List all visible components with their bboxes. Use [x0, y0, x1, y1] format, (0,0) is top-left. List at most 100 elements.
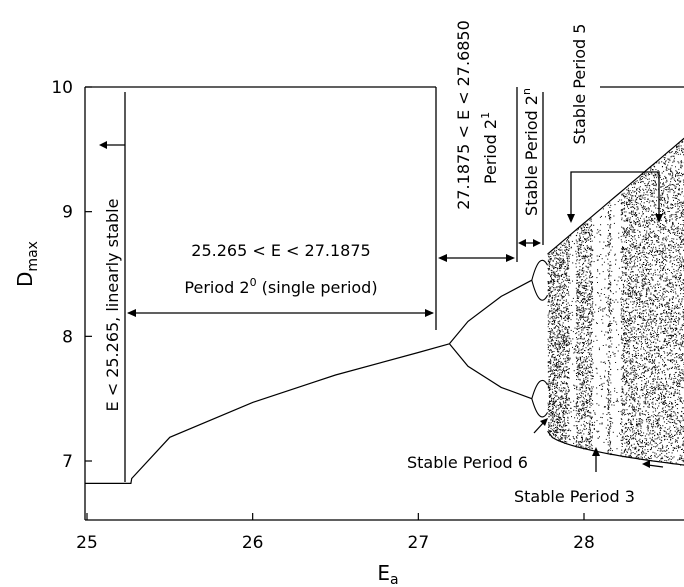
chaos-point	[608, 405, 610, 407]
chaos-point	[577, 309, 579, 311]
chaos-point	[680, 145, 682, 147]
chaos-point	[642, 392, 644, 394]
chaos-point	[674, 391, 676, 392]
chaos-point	[556, 302, 558, 304]
chaos-point	[628, 348, 630, 350]
chaos-point	[656, 240, 658, 241]
chaos-point	[654, 366, 656, 368]
chaos-point	[679, 433, 680, 435]
chaos-point	[668, 230, 670, 231]
chaos-point	[680, 345, 682, 347]
chaos-point	[604, 375, 605, 377]
chaos-point	[642, 368, 644, 370]
chaos-point	[660, 355, 662, 356]
chaos-point	[627, 372, 629, 374]
chaos-point	[677, 208, 679, 210]
chaos-point	[548, 376, 550, 378]
chaos-point	[608, 253, 610, 255]
chaos-point	[682, 373, 684, 375]
chaos-point	[639, 368, 640, 370]
chaos-point	[588, 431, 589, 433]
chaos-point	[676, 353, 678, 354]
chaos-point	[663, 325, 665, 327]
chaos-point	[659, 251, 661, 253]
chaos-point	[678, 233, 680, 234]
chaos-point	[604, 361, 606, 363]
chaos-point	[556, 292, 558, 294]
chaos-point	[677, 250, 679, 251]
chaos-point	[557, 354, 559, 356]
chaos-point	[673, 312, 675, 314]
chaos-point	[613, 222, 615, 224]
chaos-point	[556, 416, 558, 417]
chaos-point	[578, 373, 580, 375]
chaos-point	[637, 269, 639, 271]
chaos-point	[629, 248, 631, 250]
chaos-point	[632, 274, 634, 276]
chaos-point	[678, 420, 680, 422]
chaos-point	[668, 359, 670, 361]
chaos-point	[584, 302, 586, 304]
chaos-point	[565, 361, 567, 363]
chaos-point	[565, 319, 567, 321]
chaos-point	[670, 279, 672, 280]
chaos-point	[647, 198, 649, 200]
chaos-point	[563, 334, 564, 336]
chaos-point	[631, 192, 633, 194]
chaos-point	[627, 365, 629, 367]
chaos-point	[659, 208, 661, 210]
chaos-point	[642, 221, 644, 223]
chaos-point	[565, 275, 567, 277]
chaos-point	[664, 340, 666, 342]
chaos-point	[631, 391, 633, 393]
chaos-point	[562, 338, 564, 340]
chaos-point	[649, 319, 651, 320]
chaos-point	[648, 297, 650, 299]
chaos-point	[580, 281, 582, 283]
chaos-point	[553, 423, 555, 425]
chaos-point	[637, 224, 639, 226]
chaos-point	[621, 321, 623, 323]
chaos-point	[583, 308, 585, 310]
chaos-point	[681, 235, 683, 237]
chaos-point	[641, 239, 643, 241]
chaos-point	[649, 228, 651, 230]
chaos-point	[676, 423, 678, 425]
chaos-point	[623, 348, 625, 350]
chaos-point	[677, 145, 679, 147]
chaos-point	[659, 283, 661, 285]
chaos-point	[624, 325, 626, 327]
chaos-point	[640, 331, 642, 333]
chaos-point	[664, 388, 666, 390]
chaos-point	[646, 377, 648, 379]
chaos-point	[552, 315, 554, 317]
chaos-point	[632, 404, 634, 406]
chaos-point	[647, 207, 649, 209]
chaos-point	[587, 370, 589, 372]
chaos-point	[560, 405, 561, 407]
chaos-point	[560, 259, 562, 261]
chaos-point	[653, 202, 655, 204]
chaos-point	[657, 331, 658, 333]
chaos-point	[598, 404, 600, 406]
chaos-point	[557, 399, 559, 400]
chaos-point	[608, 212, 609, 214]
chaos-point	[680, 260, 682, 262]
chaos-point	[660, 381, 662, 383]
chaos-point	[653, 221, 655, 223]
chaos-point	[559, 300, 561, 302]
chaos-point	[580, 295, 582, 297]
chaos-point	[583, 428, 585, 430]
chaos-point	[578, 374, 580, 376]
chaos-point	[643, 207, 645, 209]
chaos-point	[629, 312, 631, 313]
chaos-point	[592, 386, 594, 388]
chaos-point	[632, 435, 634, 437]
chaos-point	[652, 381, 654, 382]
chaos-point	[647, 402, 649, 404]
chaos-point	[556, 304, 558, 306]
chaos-point	[665, 177, 666, 179]
chaos-point	[631, 426, 632, 428]
chaos-point	[646, 260, 648, 262]
chaos-point	[556, 250, 557, 252]
